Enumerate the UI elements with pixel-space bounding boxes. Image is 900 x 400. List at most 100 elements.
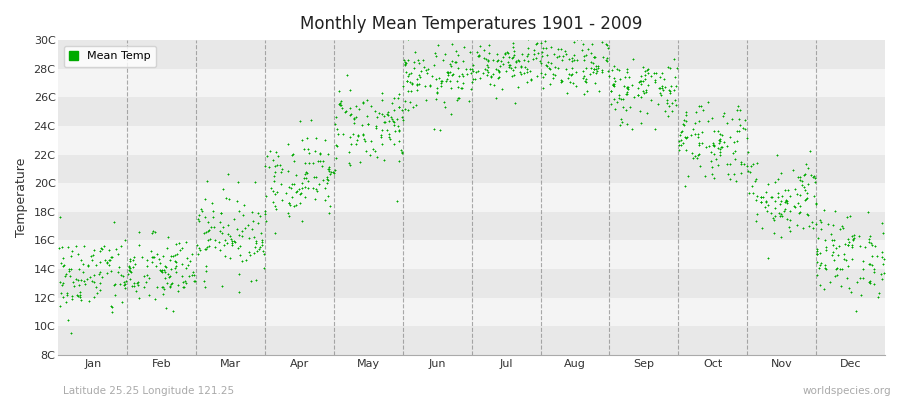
Point bbox=[436, 99, 451, 106]
Point bbox=[814, 219, 829, 226]
Point bbox=[472, 52, 486, 58]
Point bbox=[355, 122, 369, 128]
Point bbox=[716, 113, 731, 119]
Point bbox=[472, 74, 487, 81]
Point bbox=[671, 137, 686, 144]
Point bbox=[774, 198, 788, 204]
Point bbox=[793, 177, 807, 183]
Point bbox=[316, 177, 330, 183]
Point bbox=[798, 171, 813, 178]
Point bbox=[621, 86, 635, 92]
Point bbox=[586, 60, 600, 66]
Point bbox=[535, 70, 549, 77]
Point bbox=[228, 239, 242, 245]
Point bbox=[56, 255, 70, 261]
Point bbox=[192, 218, 206, 224]
Point bbox=[168, 258, 183, 264]
Point bbox=[73, 292, 87, 298]
Point bbox=[281, 140, 295, 147]
Point bbox=[774, 170, 788, 176]
Point bbox=[809, 251, 824, 257]
Point bbox=[545, 74, 560, 81]
Point bbox=[316, 158, 330, 164]
Point bbox=[610, 98, 625, 105]
Point bbox=[451, 64, 465, 71]
Point bbox=[768, 213, 782, 220]
Point bbox=[367, 148, 382, 154]
Point bbox=[282, 212, 296, 219]
Point bbox=[248, 238, 263, 244]
Point bbox=[775, 213, 789, 219]
Point bbox=[768, 198, 782, 204]
Point bbox=[266, 172, 281, 179]
Point bbox=[562, 56, 576, 62]
Point bbox=[142, 275, 157, 281]
Point bbox=[571, 57, 585, 63]
Point bbox=[668, 96, 682, 103]
Point bbox=[555, 53, 570, 60]
Point bbox=[108, 281, 122, 287]
Point bbox=[374, 90, 389, 96]
Point bbox=[58, 262, 72, 268]
Point bbox=[502, 54, 517, 60]
Point bbox=[398, 98, 412, 104]
Point bbox=[187, 271, 202, 278]
Point bbox=[236, 212, 250, 218]
Point bbox=[501, 49, 516, 56]
Point bbox=[160, 234, 175, 240]
Point bbox=[176, 279, 190, 286]
Point bbox=[400, 78, 414, 84]
Point bbox=[176, 284, 191, 290]
Point bbox=[184, 251, 199, 257]
Point bbox=[321, 210, 336, 216]
Point bbox=[606, 82, 620, 89]
Point bbox=[846, 232, 860, 238]
Point bbox=[256, 265, 271, 271]
Point bbox=[550, 54, 564, 61]
Point bbox=[270, 162, 284, 169]
Point bbox=[452, 95, 466, 102]
Point bbox=[845, 232, 859, 239]
Point bbox=[616, 96, 630, 102]
Point bbox=[820, 221, 834, 227]
Point bbox=[587, 54, 601, 60]
Point bbox=[644, 97, 659, 103]
Point bbox=[746, 161, 760, 168]
Point bbox=[647, 79, 662, 85]
Point bbox=[560, 89, 574, 96]
Point bbox=[391, 123, 405, 129]
Point bbox=[464, 86, 478, 92]
Point bbox=[153, 267, 167, 273]
Point bbox=[382, 118, 396, 124]
Point bbox=[292, 191, 307, 197]
Point bbox=[329, 142, 344, 148]
Point bbox=[395, 149, 410, 156]
Point bbox=[57, 280, 71, 286]
Point bbox=[677, 122, 691, 128]
Point bbox=[858, 244, 872, 250]
Point bbox=[232, 243, 247, 249]
Point bbox=[816, 286, 831, 292]
Point bbox=[518, 64, 533, 70]
Point bbox=[531, 50, 545, 57]
Point bbox=[569, 68, 583, 75]
Point bbox=[290, 188, 304, 194]
Point bbox=[348, 103, 363, 109]
Point bbox=[669, 82, 683, 89]
Point bbox=[451, 83, 465, 90]
Bar bbox=[58, 212, 885, 240]
Point bbox=[855, 274, 869, 281]
Point bbox=[76, 243, 91, 249]
Point bbox=[631, 92, 645, 98]
Point bbox=[576, 73, 590, 79]
Point bbox=[123, 256, 138, 262]
Point bbox=[405, 80, 419, 87]
Point bbox=[158, 274, 172, 281]
Point bbox=[382, 133, 396, 140]
Point bbox=[620, 120, 634, 127]
Point bbox=[524, 77, 538, 83]
Point bbox=[242, 235, 256, 242]
Point bbox=[126, 257, 140, 263]
Point bbox=[145, 259, 159, 266]
Point bbox=[100, 270, 114, 276]
